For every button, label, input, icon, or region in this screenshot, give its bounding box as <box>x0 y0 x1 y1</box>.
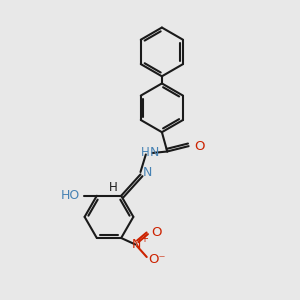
Text: HO: HO <box>61 189 80 202</box>
Text: O⁻: O⁻ <box>148 253 166 266</box>
Text: N: N <box>150 146 159 159</box>
Text: O: O <box>194 140 205 153</box>
Text: H: H <box>109 181 117 194</box>
Text: +: + <box>140 234 148 244</box>
Text: O: O <box>152 226 162 239</box>
Text: N: N <box>131 238 141 251</box>
Text: N: N <box>143 166 152 179</box>
Text: H: H <box>141 146 150 159</box>
